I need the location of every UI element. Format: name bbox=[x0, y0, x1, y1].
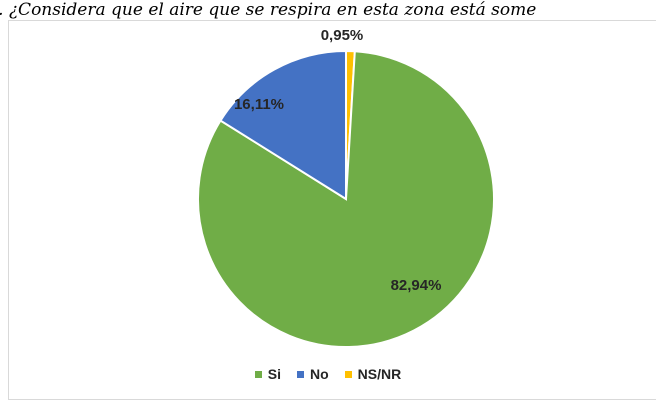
data-label-nsnr: 0,95% bbox=[321, 27, 364, 44]
chart-legend: Si No NS/NR bbox=[0, 364, 656, 384]
legend-item-nsnr: NS/NR bbox=[344, 366, 402, 382]
legend-label-si: Si bbox=[267, 366, 281, 382]
legend-swatch-si bbox=[254, 370, 262, 378]
legend-item-si: Si bbox=[254, 366, 281, 382]
pie-slice-no bbox=[219, 49, 347, 201]
legend-item-no: No bbox=[297, 366, 329, 382]
chart-caption: a. ¿Considera que el aire que se respira… bbox=[0, 0, 537, 20]
legend-swatch-nsnr bbox=[344, 370, 352, 378]
data-label-no: 16,11% bbox=[234, 96, 284, 113]
legend-label-no: No bbox=[310, 366, 329, 382]
legend-label-nsnr: NS/NR bbox=[357, 366, 402, 382]
data-label-si: 82,94% bbox=[391, 277, 442, 294]
legend-swatch-no bbox=[297, 370, 304, 378]
